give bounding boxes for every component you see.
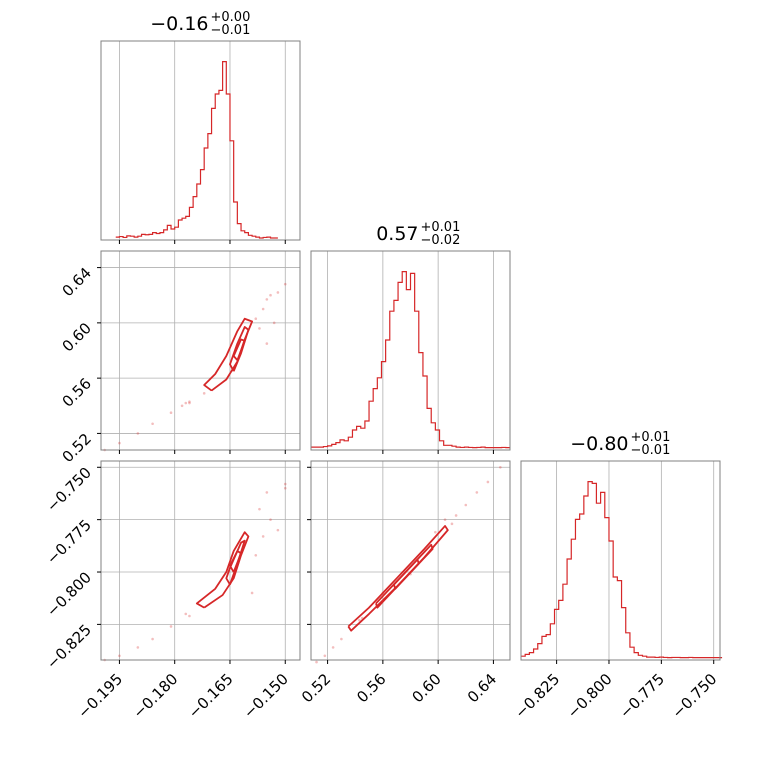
scatter-point (340, 637, 343, 641)
panel-frame (100, 460, 301, 661)
scatter-point (169, 411, 173, 414)
scatter-point (443, 518, 447, 521)
y-tick-label: 0.60 (59, 319, 95, 355)
scatter-point (202, 392, 206, 395)
panel-frame (100, 40, 301, 241)
scatter-point (188, 400, 191, 403)
y-tick-label: −0.800 (43, 568, 95, 620)
panel-title-lower-error: −0.01 (631, 443, 671, 458)
grid-lines (119, 41, 286, 240)
scatter-point (331, 646, 335, 649)
scatter-point (180, 404, 184, 408)
panel-title-upper-error: +0.00 (211, 10, 251, 25)
scatter-point (258, 507, 261, 511)
scatter-point (486, 480, 490, 484)
x-tick-label: −0.150 (240, 670, 292, 722)
y-tick-label: −0.825 (43, 621, 95, 673)
panel-frame (520, 460, 721, 661)
histogram-line (115, 60, 278, 239)
panel-frame (100, 250, 301, 451)
scatter-point (250, 591, 254, 595)
scatter-point (283, 482, 287, 486)
density-contour (347, 525, 449, 632)
x-tick-label: −0.825 (511, 670, 563, 722)
x-tick-label: −0.775 (616, 670, 668, 722)
scatter-point (254, 317, 258, 321)
density-contour (203, 317, 253, 392)
scatter-point (315, 660, 318, 664)
grid-lines (101, 251, 300, 450)
scatter-point (254, 553, 258, 557)
scatter-point (188, 401, 191, 405)
scatter-point (151, 637, 154, 641)
density-contour (229, 326, 250, 372)
scatter-point (184, 401, 188, 405)
scatter-point (276, 528, 280, 532)
scatter-point (464, 503, 468, 507)
scatter-point (265, 491, 269, 494)
scatter-point (136, 432, 140, 435)
scatter-point (261, 535, 265, 538)
scatter-point (261, 307, 265, 311)
panel-title-value: −0.16 (150, 13, 208, 35)
scatter-point (283, 282, 287, 286)
scatter-point (434, 530, 437, 534)
grid-lines (311, 461, 510, 660)
scatter-point (454, 514, 458, 517)
grid-lines (101, 461, 300, 660)
scatter-point (269, 293, 272, 297)
scatter-point (499, 465, 502, 469)
x-tick-label: −0.165 (185, 670, 237, 722)
histogram-line (521, 481, 723, 659)
scatter-point (265, 298, 269, 301)
scatter-point (358, 618, 361, 622)
scatter-point (276, 291, 280, 294)
x-tick-label: −0.800 (564, 670, 616, 722)
panel-title-upper-error: +0.01 (421, 220, 461, 235)
x-tick-label: 0.56 (353, 670, 389, 706)
scatter-point (258, 327, 261, 330)
x-tick-label: 0.64 (464, 670, 500, 706)
scatter-point (272, 321, 276, 325)
y-tick-label: 0.52 (59, 430, 95, 466)
scatter-point (265, 342, 269, 345)
grid-lines (556, 461, 715, 660)
grid-lines (327, 251, 494, 450)
y-tick-label: 0.64 (59, 264, 95, 300)
y-tick-label: −0.750 (43, 464, 95, 516)
density-contour (232, 338, 246, 361)
panel-title-upper-error: +0.01 (631, 430, 671, 445)
x-tick-label: 0.52 (298, 670, 334, 706)
scatter-point (475, 491, 479, 494)
scatter-point (188, 614, 191, 618)
scatter-point (169, 625, 173, 628)
panel-title-value: −0.80 (570, 433, 628, 455)
x-tick-label: −0.195 (74, 670, 126, 722)
scatter-point (283, 486, 287, 490)
scatter-point (118, 441, 121, 445)
density-contour (229, 550, 242, 573)
scatter-point (323, 654, 327, 658)
y-tick-label: 0.56 (59, 374, 95, 410)
scatter-point (184, 612, 188, 616)
x-tick-label: −0.180 (129, 670, 181, 722)
histogram-line (311, 271, 510, 449)
scatter-point (151, 422, 154, 426)
panel-title-lower-error: −0.01 (211, 23, 251, 38)
scatter-point (269, 518, 272, 521)
x-tick-label: −0.750 (668, 670, 720, 722)
density-contour (393, 558, 420, 590)
panel-frame (310, 460, 511, 661)
scatter-point (450, 522, 454, 526)
x-tick-label: 0.60 (409, 670, 445, 706)
scatter-point (136, 646, 140, 649)
y-tick-label: −0.775 (43, 516, 95, 568)
scatter-point (118, 654, 121, 658)
panel-title-value: 0.57 (376, 223, 418, 245)
panel-title-lower-error: −0.02 (421, 233, 461, 248)
panel-frame (310, 250, 511, 451)
